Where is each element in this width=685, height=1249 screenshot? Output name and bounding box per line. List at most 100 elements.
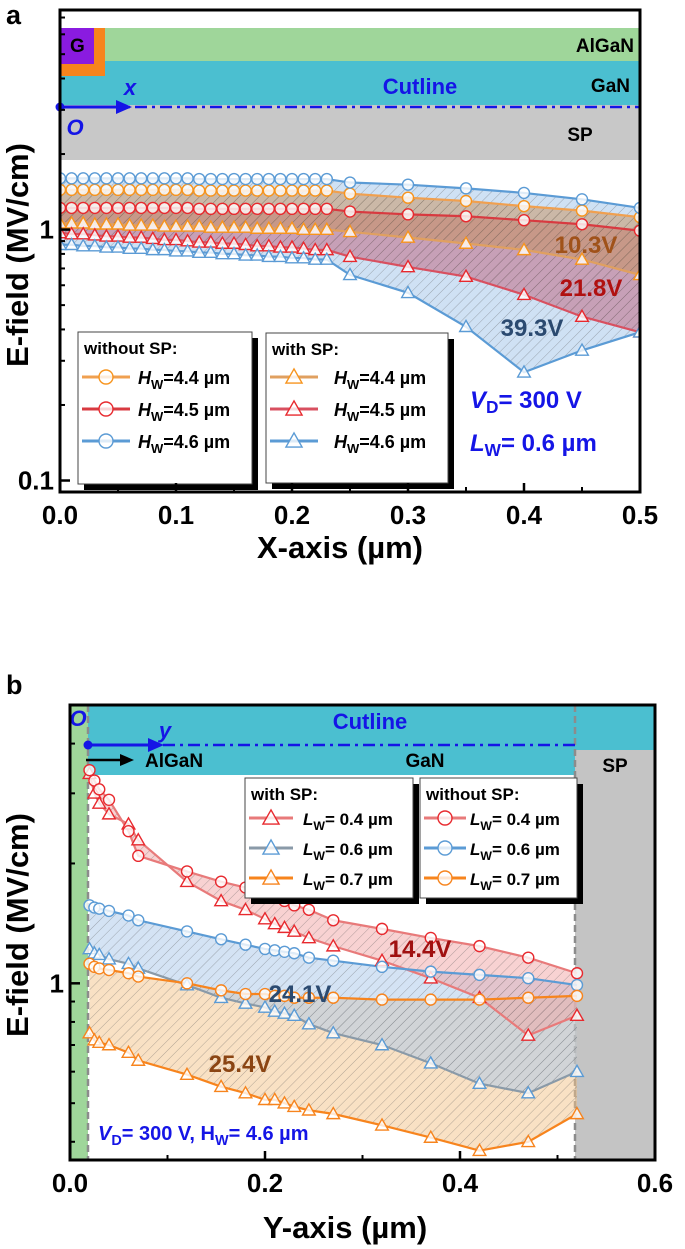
series-markers-1: [60, 183, 640, 224]
data-point: [93, 783, 106, 796]
data-point: [130, 1052, 146, 1066]
legend-label-part: = 0.6 µm: [492, 840, 560, 859]
legend-marker: [437, 810, 453, 826]
legend-label-part: W: [347, 377, 360, 392]
data-point: [214, 875, 228, 888]
gan-band: [88, 705, 655, 775]
legend-label-part: L: [470, 870, 480, 889]
data-point: [286, 923, 302, 937]
data-point: [274, 172, 287, 186]
device-structure: G AlGaN GaN SP x O Cutline: [55, 28, 640, 160]
data-point: [237, 1085, 254, 1099]
arrow-head-icon: [148, 738, 164, 752]
series-markers-5: [83, 899, 584, 992]
x-tick-label: 0.0: [42, 500, 78, 530]
data-point: [145, 217, 161, 231]
data-point: [111, 172, 125, 185]
legend-item: HW=4.6 µm: [270, 431, 426, 456]
data-point: [325, 1025, 341, 1039]
condition-annotation-part: W: [215, 1133, 229, 1149]
legend-label: LW= 0.4 µm: [303, 810, 393, 833]
series-markers-6: [83, 957, 584, 1006]
data-point: [238, 247, 254, 261]
legend-label-part: W: [480, 819, 492, 833]
data-point: [569, 1106, 585, 1120]
data-point: [88, 183, 102, 197]
data-point: [123, 183, 136, 197]
data-point: [132, 970, 145, 983]
shaded-region-hatch: [60, 189, 640, 275]
data-point: [134, 183, 148, 197]
data-point: [274, 184, 287, 197]
data-point: [179, 873, 195, 888]
data-point: [471, 1075, 488, 1090]
legend-marker: [284, 399, 304, 416]
condition-annotation-part: = 4.6 µm: [229, 1123, 309, 1145]
legend-label-part: H: [334, 368, 348, 388]
panel-label: a: [6, 0, 22, 30]
data-point: [520, 1134, 536, 1148]
legend-label-part: W: [347, 441, 360, 456]
condition-annotation-part: V: [98, 1123, 113, 1145]
data-point: [301, 1102, 317, 1116]
gan-layer: [60, 61, 640, 105]
legend-label: HW=4.6 µm: [138, 432, 230, 456]
legend-label-part: H: [138, 400, 152, 420]
data-point: [569, 1007, 585, 1021]
legend-label-part: W: [347, 409, 360, 424]
algan-label: AlGaN: [145, 751, 203, 772]
data-point: [307, 221, 323, 236]
series-markers-3: [81, 1025, 585, 1157]
data-point: [285, 184, 299, 197]
legend-marker: [98, 369, 114, 385]
data-point: [168, 243, 184, 257]
legend-label: HW=4.5 µm: [334, 400, 426, 424]
region-label: 39.3V: [501, 315, 564, 342]
data-point: [296, 221, 312, 236]
data-point: [239, 938, 252, 951]
data-point: [192, 202, 206, 216]
legend-label-part: W: [151, 377, 164, 392]
legend-label-part: =4.5 µm: [359, 400, 426, 420]
data-point: [423, 1055, 439, 1069]
axis-variable-label: x: [123, 75, 137, 100]
x-tick-label: 0.2: [247, 1168, 283, 1198]
sp-layer: [60, 105, 640, 160]
data-point: [213, 1078, 229, 1093]
data-point: [285, 172, 299, 186]
data-point: [320, 184, 333, 197]
data-point: [65, 172, 78, 185]
data-point: [214, 246, 230, 260]
data-point: [204, 184, 218, 197]
series-markers-2: [81, 941, 585, 1099]
data-point: [60, 225, 68, 239]
arrow-head-icon: [120, 754, 134, 766]
sp-label: SP: [602, 756, 628, 777]
legend-item: HW=4.5 µm: [82, 400, 230, 424]
data-point: [424, 931, 437, 945]
data-point: [102, 963, 116, 977]
legend-label-part: =4.6 µm: [163, 432, 230, 452]
condition-annotation-part: L: [470, 430, 485, 457]
data-point: [570, 967, 584, 980]
data-point: [520, 1085, 536, 1099]
data-point: [309, 184, 322, 197]
data-point: [569, 1063, 585, 1078]
legend-item: LW= 0.6 µm: [249, 838, 393, 863]
legend-label: LW= 0.6 µm: [470, 840, 560, 863]
data-point: [374, 1037, 390, 1051]
legend-label-part: L: [303, 810, 313, 829]
sp-region: [575, 750, 655, 1160]
data-point: [213, 893, 229, 907]
data-point: [192, 172, 206, 186]
data-point: [146, 172, 160, 185]
algan-layer: [60, 28, 640, 61]
data-point: [342, 267, 358, 281]
data-point: [226, 219, 242, 233]
data-point: [570, 989, 584, 1003]
data-point: [522, 951, 535, 964]
data-point: [302, 903, 316, 916]
cutline-label: Cutline: [333, 709, 408, 734]
legend-label-part: L: [470, 840, 480, 859]
